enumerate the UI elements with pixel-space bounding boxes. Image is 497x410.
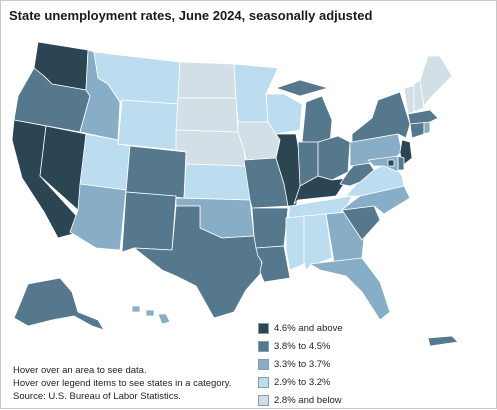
- chart-title: State unemployment rates, June 2024, sea…: [9, 8, 373, 23]
- legend-swatch: [258, 340, 269, 352]
- state-NH[interactable]: [413, 79, 425, 113]
- state-MA[interactable]: [407, 109, 439, 125]
- legend-item[interactable]: 3.3% to 3.7%: [258, 356, 343, 372]
- state-MS[interactable]: [285, 215, 305, 271]
- legend-label: 3.3% to 3.7%: [274, 358, 331, 370]
- state-KS[interactable]: [183, 163, 251, 201]
- state-MI[interactable]: [275, 79, 333, 145]
- state-AR[interactable]: [251, 207, 289, 249]
- legend-swatch: [258, 358, 269, 370]
- state-DC[interactable]: [387, 159, 395, 167]
- state-PR[interactable]: [427, 335, 459, 347]
- legend-item[interactable]: 3.8% to 4.5%: [258, 338, 343, 354]
- legend-item[interactable]: 2.9% to 3.2%: [258, 374, 343, 390]
- note-hover-legend: Hover over legend items to see states in…: [13, 378, 232, 389]
- legend-item[interactable]: 2.8% and below: [258, 392, 343, 408]
- legend: 4.6% and above 3.8% to 4.5% 3.3% to 3.7%…: [258, 320, 343, 410]
- state-CT[interactable]: [409, 121, 425, 139]
- legend-label: 2.8% and below: [274, 394, 342, 406]
- state-DE[interactable]: [397, 155, 405, 171]
- state-OH[interactable]: [317, 135, 351, 181]
- state-ND[interactable]: [177, 61, 237, 99]
- legend-swatch: [258, 322, 269, 334]
- state-NY[interactable]: [351, 91, 411, 143]
- state-SD[interactable]: [175, 97, 239, 133]
- state-NM[interactable]: [121, 191, 177, 253]
- legend-label: 4.6% and above: [274, 322, 343, 334]
- state-TX[interactable]: [133, 205, 263, 319]
- note-source: Source: U.S. Bureau of Labor Statistics.: [13, 391, 181, 402]
- state-NE[interactable]: [175, 129, 247, 167]
- legend-label: 3.8% to 4.5%: [274, 340, 331, 352]
- state-FL[interactable]: [309, 257, 391, 321]
- state-HI[interactable]: [131, 305, 171, 325]
- legend-swatch: [258, 376, 269, 388]
- state-CO[interactable]: [125, 145, 187, 199]
- state-LA[interactable]: [255, 245, 291, 283]
- legend-swatch: [258, 394, 269, 406]
- state-KY[interactable]: [293, 175, 349, 205]
- note-hover-area: Hover over an area to see data.: [13, 365, 147, 376]
- state-ME[interactable]: [419, 55, 453, 107]
- state-WY[interactable]: [117, 99, 179, 151]
- chart-notes: Hover over an area to see data. Hover ov…: [13, 364, 231, 403]
- state-WI[interactable]: [265, 93, 303, 135]
- legend-label: 2.9% to 3.2%: [274, 376, 331, 388]
- state-RI[interactable]: [423, 121, 431, 135]
- state-AK[interactable]: [13, 277, 105, 331]
- legend-item[interactable]: 4.6% and above: [258, 320, 343, 336]
